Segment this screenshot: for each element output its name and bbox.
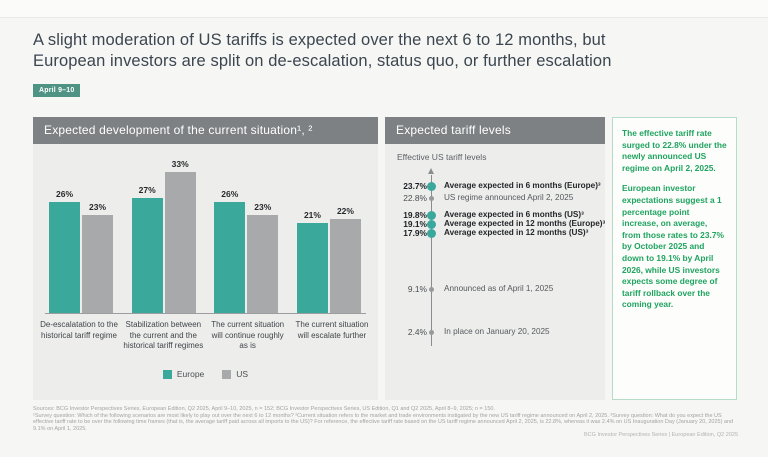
point-dot [429,287,434,292]
y-axis-line [431,175,432,346]
point-dot [429,196,434,201]
us-bar-column: 33% [164,159,196,313]
page-title: A slight moderation of US tariffs is exp… [33,30,743,72]
point-label: In place on January 20, 2025 [444,327,550,336]
bar-value-label: 26% [221,189,239,199]
legend-swatch [162,369,172,379]
point-dot [427,182,436,191]
point-value-label: 19.8% [403,210,427,220]
point-dot [427,229,436,238]
legend-swatch [222,369,232,379]
point-value-label: 9.1% [407,284,427,294]
bar-chart: 26% 23% 27% 33% 26% 23% 21% 22% [49,149,361,313]
category-labels: De-escalatation to the historical tariff… [38,320,373,352]
europe-bar-column: 26% [214,189,246,313]
point-label: US regime announced April 2, 2025 [444,193,574,202]
europe-bar [131,198,163,313]
dot-plot-title: Expected tariff levels [385,117,605,144]
point-dot [427,211,436,220]
bar-value-label: 33% [171,159,189,169]
category-label: The current situation will escalate furt… [295,320,369,340]
takeaway-paragraph-2: European investor expectations suggest a… [622,183,724,310]
bar-chart-panel: Expected development of the current situ… [33,117,378,400]
point-label: Average expected in 6 months (US)³ [444,210,584,219]
bar-group: 21% 22% [296,206,361,313]
legend-item-europe: Europe [162,369,205,379]
us-bar [329,219,361,313]
category-label: Stabilization between the current and th… [123,320,204,350]
us-bar [82,215,113,313]
dot-plot-panel: Expected tariff levels Effective US tari… [385,117,605,400]
legend-item-us: US [222,369,248,379]
report-name: BCG Investor Perspectives Series | Europ… [584,432,738,438]
footnotes: Sources: BCG Investor Perspectives Serie… [33,406,739,432]
us-bar [164,172,196,313]
chart-legend: Europe US [33,369,378,379]
europe-bar-column: 26% [49,189,80,313]
us-bar-column: 22% [329,206,361,313]
legend-label: US [236,369,249,379]
x-axis-line [45,313,366,314]
point-label: Announced as of April 1, 2025 [444,284,554,293]
bar-value-label: 21% [303,210,321,220]
us-bar-column: 23% [247,202,279,313]
top-strip [0,0,768,18]
axis-arrow-up-icon [428,168,434,174]
point-value-label: 19.1% [403,219,427,229]
takeaway-box: The effective tariff rate surged to 22.8… [612,117,737,400]
notes-line: ¹Survey question: Which of the following… [33,412,734,432]
sources-line: Sources: BCG Investor Perspectives Serie… [33,406,495,412]
point-dot [427,220,436,229]
europe-bar [214,202,246,313]
bar-value-label: 23% [254,202,272,212]
category-label: De-escalatation to the historical tariff… [40,320,118,340]
point-value-label: 17.9% [403,228,427,238]
date-badge: April 9–10 [33,84,81,97]
europe-bar-column: 27% [131,185,163,313]
point-label: Average expected in 6 months (Europe)³ [444,181,601,190]
category-label: The current situation will continue roug… [211,320,285,350]
point-value-label: 2.4% [407,327,427,337]
us-bar-column: 23% [82,202,113,313]
title-line-2: European investors are split on de-escal… [33,52,612,70]
point-label: Average expected in 12 months (Europe)³ [444,219,606,228]
bar-value-label: 23% [88,202,106,212]
point-value-label: 23.7% [403,181,427,191]
point-dot [429,330,434,335]
europe-bar [296,223,328,313]
legend-label: Europe [176,369,205,379]
dot-plot-subtitle: Effective US tariff levels [397,152,487,162]
bar-group: 26% 23% [49,189,113,313]
bar-group: 26% 23% [214,189,279,313]
europe-bar [49,202,80,313]
dot-plot: 23.7% Average expected in 6 months (Europ… [385,117,605,400]
us-bar [247,215,279,313]
bar-value-label: 27% [138,185,156,195]
bar-group: 27% 33% [131,159,196,313]
bar-value-label: 26% [55,189,73,199]
bar-chart-title: Expected development of the current situ… [33,117,378,144]
takeaway-paragraph-1: The effective tariff rate surged to 22.8… [622,128,727,173]
europe-bar-column: 21% [296,210,328,313]
bar-value-label: 22% [336,206,354,216]
point-label: Average expected in 12 months (US)³ [444,228,589,237]
title-line-1: A slight moderation of US tariffs is exp… [33,31,606,49]
point-value-label: 22.8% [403,193,427,203]
